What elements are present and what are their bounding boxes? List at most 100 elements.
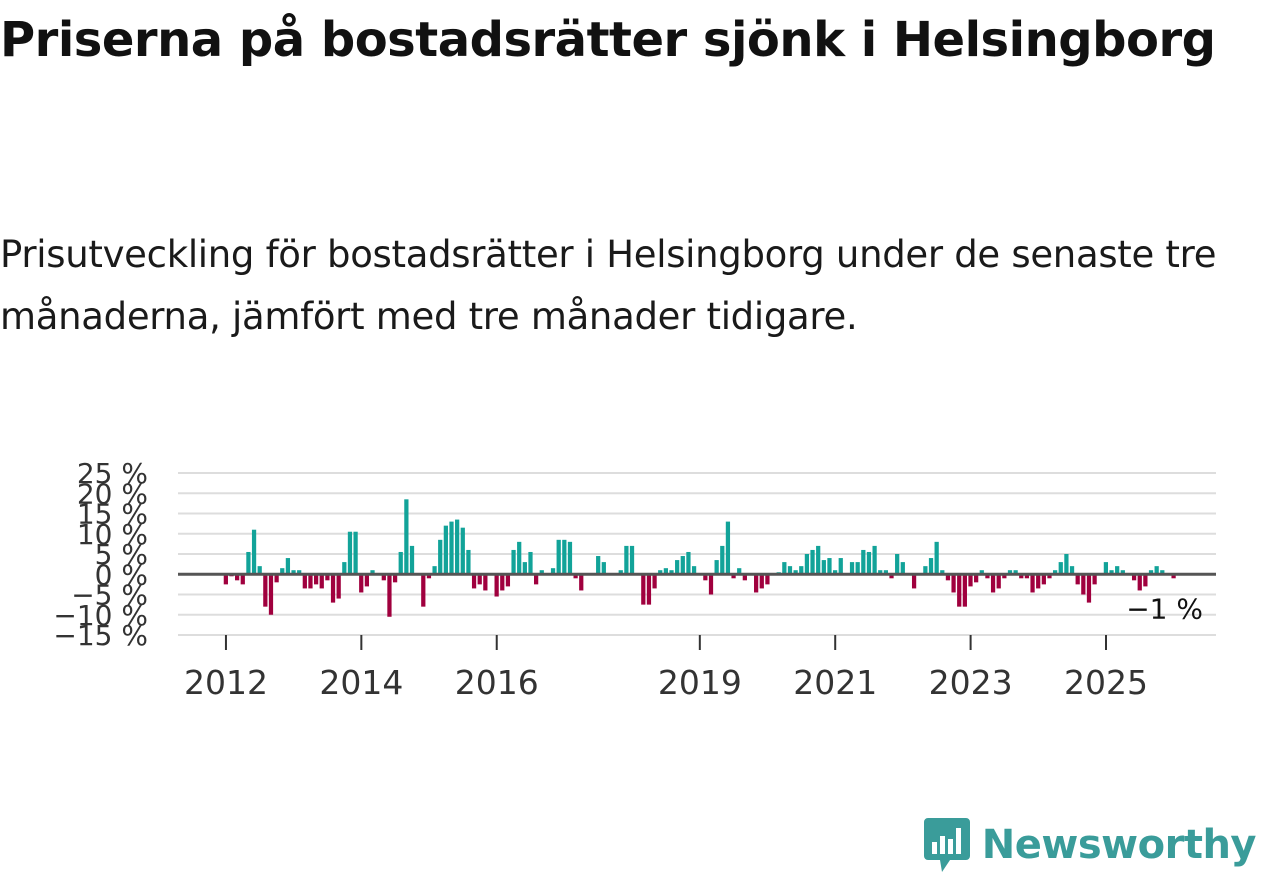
bar <box>1160 570 1165 575</box>
y-axis-labels: 25 %20 %15 %10 %5 %0 %−5 %−10 %−15 % <box>53 457 148 652</box>
bar <box>974 574 979 583</box>
bar <box>539 570 544 575</box>
bar <box>1103 562 1109 575</box>
bar <box>370 570 375 575</box>
bar <box>347 531 353 575</box>
bar <box>714 560 719 575</box>
bar <box>804 554 810 575</box>
bar <box>1171 574 1176 579</box>
bar <box>731 574 736 579</box>
y-tick-label: −5 % <box>71 579 148 612</box>
bar <box>663 568 668 575</box>
bar <box>883 570 889 575</box>
bar <box>866 551 872 575</box>
bar <box>1131 574 1137 581</box>
bar <box>782 562 787 575</box>
bar <box>1109 570 1114 575</box>
chart-subtitle: Prisutveckling för bostadsrätter i Helsi… <box>0 233 1217 338</box>
bar <box>268 574 274 615</box>
y-tick-label: −15 % <box>53 619 148 652</box>
bar <box>629 545 635 575</box>
x-tick-label: 2019 <box>658 663 742 702</box>
bar <box>1058 562 1063 575</box>
bar <box>1053 570 1058 575</box>
bar <box>861 549 866 575</box>
bar <box>889 574 894 579</box>
bar <box>505 574 511 587</box>
bar <box>1041 574 1046 585</box>
bar <box>652 574 657 589</box>
bar <box>996 574 1001 589</box>
y-tick-label: 5 % <box>95 538 148 571</box>
bar <box>573 574 578 579</box>
bar <box>291 570 296 575</box>
bar <box>962 574 967 607</box>
x-tick-label: 2014 <box>319 663 403 702</box>
bar <box>810 549 815 575</box>
bar <box>550 568 556 575</box>
bar <box>257 566 262 575</box>
bar <box>878 570 883 575</box>
chart-title: Priserna på bostadsrätter sjönk i Helsin… <box>0 12 1216 68</box>
bar <box>872 545 877 575</box>
bar <box>923 566 928 575</box>
bar <box>1019 574 1024 579</box>
bar <box>1013 570 1018 575</box>
bar <box>556 539 561 575</box>
y-tick-label: 15 % <box>77 498 148 531</box>
bar <box>1030 574 1035 593</box>
bar <box>680 556 685 575</box>
bar <box>703 574 708 581</box>
bar <box>765 574 770 585</box>
bar <box>330 574 336 603</box>
bar <box>274 574 279 583</box>
bar <box>438 539 443 575</box>
bar <box>691 566 697 575</box>
bar <box>500 574 505 591</box>
bar <box>426 574 432 579</box>
bar <box>477 574 482 585</box>
bar <box>466 549 471 575</box>
bar <box>669 570 674 575</box>
bar <box>675 560 680 575</box>
bar <box>398 551 403 575</box>
bar <box>336 574 341 599</box>
bar <box>511 549 516 575</box>
bar <box>297 570 302 575</box>
bar <box>494 574 499 597</box>
bar <box>460 527 465 575</box>
bar <box>1036 574 1041 589</box>
bar <box>359 574 364 593</box>
bar <box>596 556 601 575</box>
bar <box>240 574 245 585</box>
bar <box>821 560 826 575</box>
bar <box>1007 570 1013 575</box>
bar <box>1143 574 1148 587</box>
newsworthy-logo-icon <box>923 818 970 872</box>
bar <box>708 574 714 595</box>
bar <box>562 539 567 575</box>
bar <box>641 574 646 605</box>
bar <box>720 545 725 575</box>
bars <box>223 499 1176 617</box>
bar <box>985 574 990 579</box>
bar <box>1120 570 1125 575</box>
bar <box>618 570 623 575</box>
bar <box>522 562 527 575</box>
bar <box>979 570 984 575</box>
newsworthy-logo[interactable]: Newsworthy <box>922 815 1257 875</box>
bar <box>934 541 939 575</box>
bar <box>534 574 539 585</box>
bar <box>285 558 291 575</box>
bar <box>928 558 934 575</box>
bar <box>686 551 691 575</box>
bar <box>787 566 793 575</box>
bar <box>799 566 804 575</box>
bar <box>754 574 759 593</box>
bar <box>387 574 392 617</box>
bar <box>895 554 900 575</box>
y-tick-label: 0 % <box>95 558 148 591</box>
y-tick-label: 20 % <box>77 477 148 510</box>
bar <box>308 574 313 589</box>
bar <box>381 574 386 581</box>
